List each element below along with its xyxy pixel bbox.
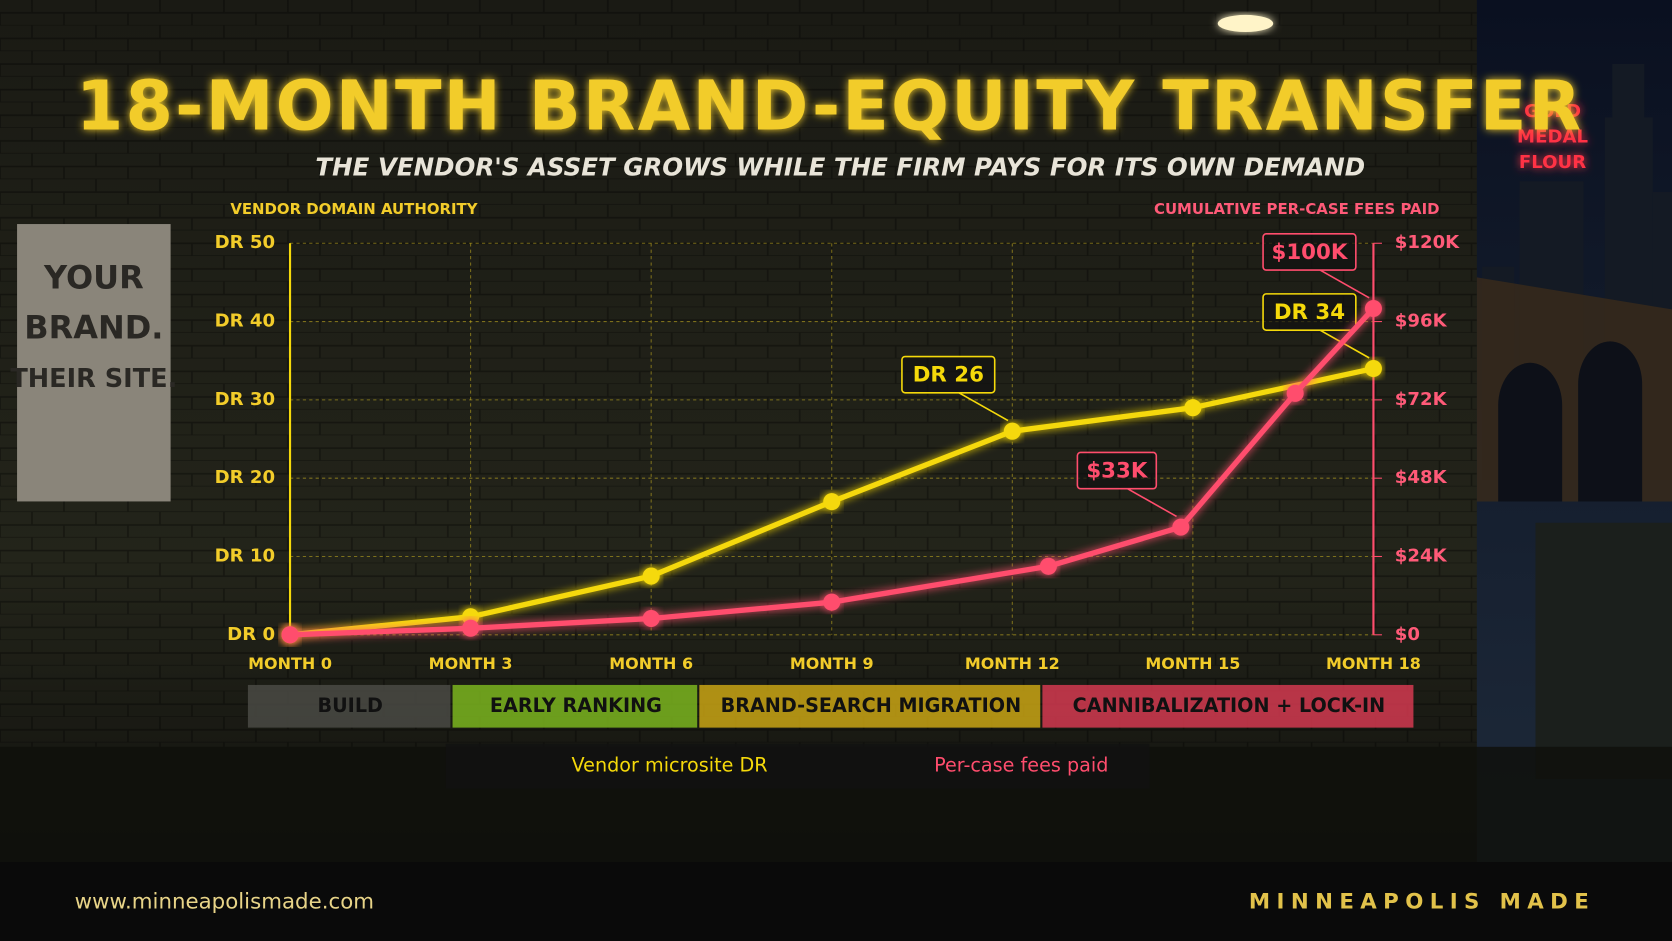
y-axis-label: VENDOR DOMAIN AUTHORITY — [230, 200, 477, 218]
data-point — [281, 626, 299, 644]
poster-line: YOUR — [43, 259, 144, 297]
phase-band — [699, 684, 1041, 728]
y-tick-label: DR 10 — [215, 545, 276, 566]
data-point — [1184, 399, 1202, 417]
y2-tick-label: $96K — [1395, 311, 1448, 332]
sign-line: GOLD — [1524, 101, 1581, 122]
chart-title: 18-MONTH BRAND-EQUITY TRANSFER — [76, 67, 1583, 146]
phase-band — [1042, 684, 1414, 728]
footer-brand: MINNEAPOLIS MADE — [1249, 890, 1595, 915]
dumpster — [1535, 522, 1672, 779]
data-point — [823, 493, 841, 511]
plot: DR 0 DR 10 DR 20 DR 30 DR 40 DR 50 $0 $24K $48K $… — [215, 232, 1460, 728]
callout-pointer — [1127, 488, 1177, 518]
sign-line: FLOUR — [1519, 152, 1586, 173]
callout-box — [1262, 293, 1357, 331]
x-tick-label: MONTH 12 — [965, 654, 1060, 673]
x-tick-label: MONTH 3 — [429, 654, 513, 673]
callout-pointer — [1319, 329, 1370, 359]
y2-axis-label: CUMULATIVE PER-CASE FEES PAID — [1154, 200, 1440, 218]
y-tick-label: DR 0 — [227, 624, 275, 645]
phase-band — [247, 684, 451, 728]
y2-tick-label: $48K — [1395, 467, 1448, 488]
data-point — [1364, 299, 1382, 318]
neon-sign: GOLD MEDAL FLOUR — [1517, 101, 1588, 173]
legend-label: Per-case fees paid — [934, 754, 1108, 777]
poster-line: BRAND. — [24, 309, 163, 347]
callout-box — [901, 355, 996, 394]
series-line — [289, 306, 1376, 638]
legend-box — [445, 743, 1150, 789]
data-label: $100K — [1272, 240, 1349, 265]
poster-line: THEIR SITE. — [10, 364, 177, 394]
y2-tick-label: $24K — [1395, 545, 1448, 566]
phase-label: CANNIBALIZATION + LOCK-IN — [1073, 694, 1386, 717]
legend: Vendor microsite DR Per-case fees paid — [493, 754, 1108, 777]
phase-label: BRAND-SEARCH MIGRATION — [721, 694, 1022, 717]
data-point — [1003, 422, 1021, 440]
x-tick-label: MONTH 18 — [1326, 654, 1421, 673]
phase-label: BUILD — [317, 694, 382, 717]
x-tick-label: MONTH 15 — [1145, 654, 1240, 673]
y2-tick-label: $72K — [1395, 389, 1448, 410]
x-tick-label: MONTH 6 — [609, 654, 693, 673]
bridge-arches — [1498, 341, 1643, 502]
data-point — [642, 567, 660, 585]
data-point — [642, 609, 660, 628]
poster-text: YOUR BRAND. THEIR SITE. — [10, 259, 177, 394]
y-tick-label: DR 30 — [215, 389, 276, 410]
lamp — [1217, 14, 1274, 33]
data-point — [1039, 557, 1057, 575]
y-tick-label: DR 50 — [215, 232, 276, 253]
phase-label: EARLY RANKING — [490, 694, 662, 717]
callout-pointer — [958, 392, 1009, 422]
callout-box — [1076, 451, 1158, 490]
poster — [17, 224, 171, 502]
y-tick-label: DR 20 — [215, 467, 276, 488]
y2-tick-label: $0 — [1395, 624, 1420, 645]
legend-label: Vendor microsite DR — [572, 754, 768, 777]
footer-url: www.minneapolismade.com — [75, 890, 374, 915]
callout-pointer — [1319, 269, 1370, 299]
data-point — [823, 593, 841, 611]
data-point — [1172, 518, 1190, 536]
brick-texture — [0, 0, 1477, 747]
chart-subtitle: THE VENDOR'S ASSET GROWS WHILE THE FIRM … — [315, 153, 1365, 182]
x-tick-label: MONTH 0 — [248, 654, 332, 673]
y2-tick-label: $120K — [1395, 232, 1460, 253]
data-label: DR 34 — [1274, 300, 1345, 325]
y-tick-label: DR 40 — [215, 311, 276, 332]
footer — [0, 862, 1672, 941]
data-label: $33K — [1086, 459, 1149, 484]
data-label: DR 26 — [913, 363, 984, 388]
phase-band — [452, 684, 698, 728]
data-point — [1286, 384, 1304, 402]
callout-box — [1262, 233, 1357, 271]
x-tick-label: MONTH 9 — [790, 654, 874, 673]
data-point — [1364, 360, 1382, 378]
data-point — [462, 619, 480, 637]
sign-line: MEDAL — [1517, 127, 1588, 148]
